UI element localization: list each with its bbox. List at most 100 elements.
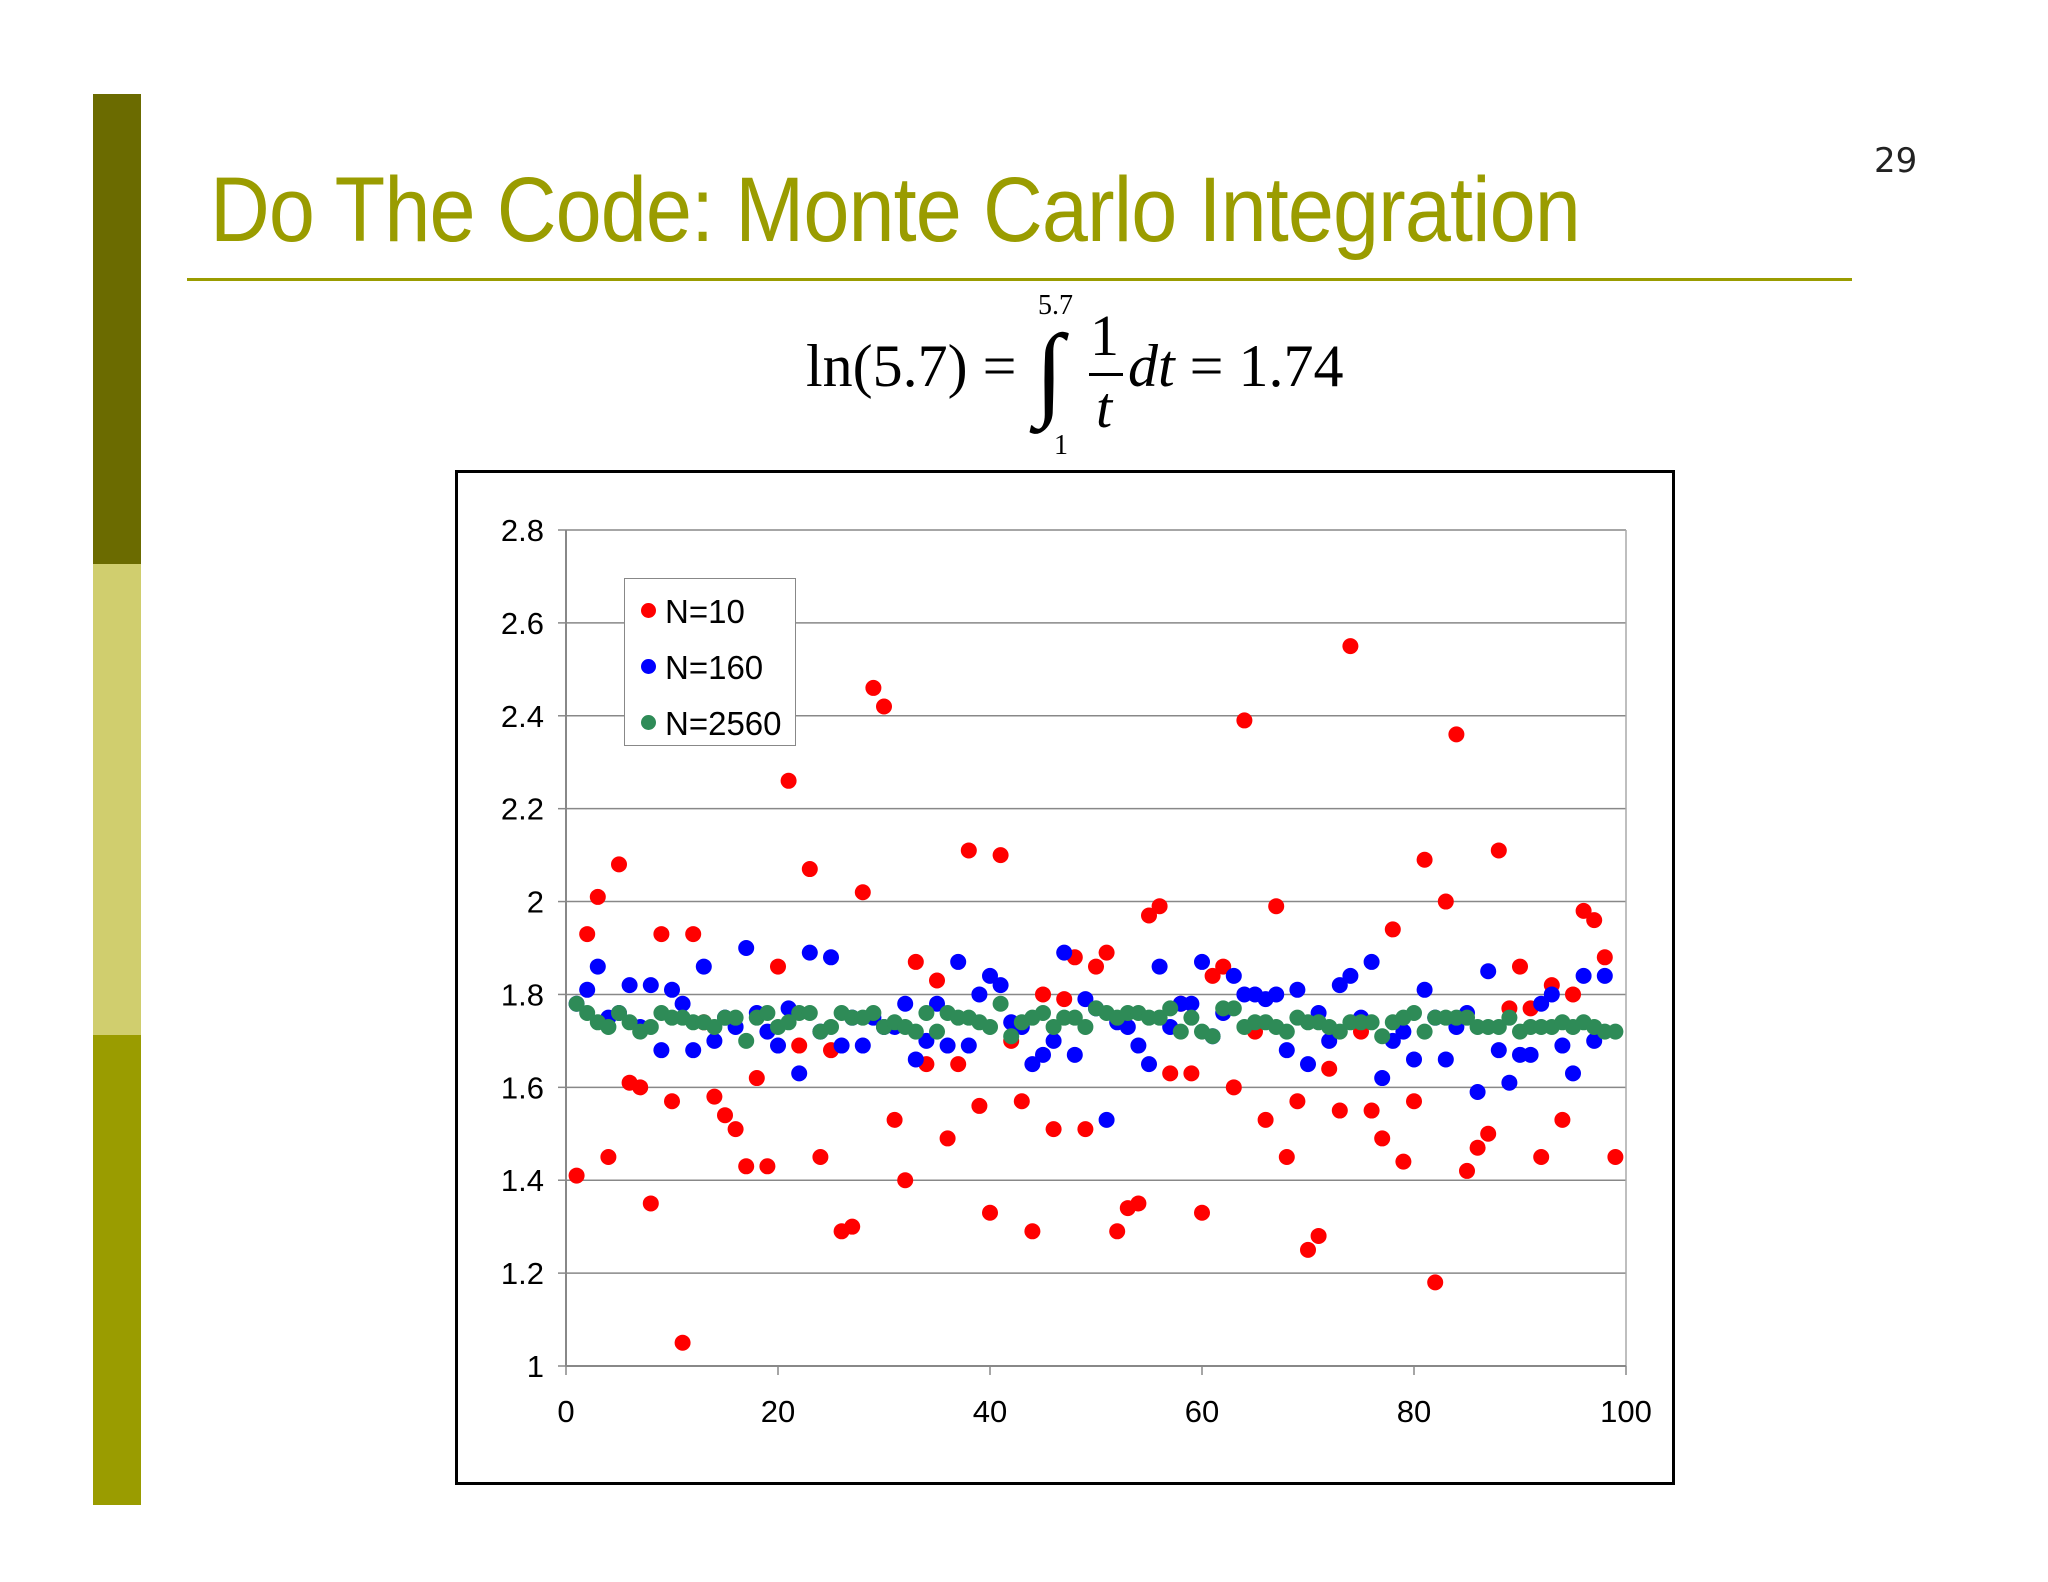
accent-bar-dark [93, 94, 141, 564]
point-n10 [748, 1070, 765, 1087]
point-n2560 [1183, 1009, 1200, 1026]
point-n160 [801, 944, 818, 961]
point-n10 [1151, 898, 1168, 915]
point-n10 [865, 679, 882, 696]
point-n2560 [992, 995, 1009, 1012]
point-n160 [653, 1042, 670, 1059]
point-n10 [1406, 1093, 1422, 1110]
point-n2560 [611, 1005, 627, 1022]
point-n10 [685, 926, 702, 943]
accent-bar-mid [93, 1035, 141, 1505]
point-n10 [1289, 1093, 1306, 1110]
point-n2560 [1045, 1018, 1062, 1035]
point-n2560 [1162, 1000, 1179, 1017]
legend-label-n160: N=160 [665, 649, 764, 686]
point-n10 [589, 888, 606, 905]
point-n160 [929, 995, 945, 1012]
title-rule [187, 278, 1852, 281]
point-n160 [1056, 944, 1073, 961]
point-n10 [1098, 944, 1115, 961]
point-n160 [1469, 1083, 1486, 1100]
point-n160 [621, 977, 638, 994]
x-tick-label: 100 [1600, 1394, 1652, 1429]
point-n10 [907, 953, 924, 970]
legend-label-n10: N=10 [665, 593, 745, 630]
formula-dt: dt [1128, 333, 1175, 399]
point-n10 [1194, 1204, 1210, 1221]
point-n10 [971, 1097, 988, 1114]
point-n10 [1363, 1102, 1380, 1119]
point-n160 [1575, 967, 1592, 984]
y-tick-label: 2 [527, 885, 544, 920]
point-n10 [929, 972, 945, 989]
point-n2560 [1035, 1005, 1051, 1022]
point-n160 [907, 1051, 924, 1068]
point-n10 [642, 1195, 659, 1212]
point-n160 [854, 1037, 871, 1054]
point-n160 [1565, 1065, 1581, 1082]
point-n160 [642, 977, 659, 994]
y-tick-label: 1.6 [501, 1070, 544, 1105]
point-n10 [1141, 907, 1157, 924]
point-n10 [1427, 1274, 1444, 1291]
point-n160 [950, 953, 967, 970]
point-n160 [685, 1042, 702, 1059]
point-n160 [1416, 981, 1433, 998]
point-n10 [1480, 1125, 1497, 1142]
point-n160 [1278, 1042, 1295, 1059]
y-tick-label: 1.2 [501, 1256, 544, 1291]
point-n2560 [1225, 1000, 1242, 1017]
point-n10 [1384, 921, 1401, 938]
point-n160 [1141, 1056, 1157, 1073]
point-n160 [1024, 1056, 1041, 1073]
point-n10 [1204, 967, 1221, 984]
point-n10 [1512, 958, 1528, 975]
point-n160 [1183, 995, 1200, 1012]
formula-result: = 1.74 [1189, 333, 1344, 399]
point-n2560 [801, 1005, 818, 1022]
point-n2560 [1607, 1023, 1624, 1040]
x-tick-label: 80 [1397, 1394, 1431, 1429]
point-n160 [1066, 1046, 1083, 1063]
point-n2560 [1077, 1018, 1094, 1035]
point-n10 [1607, 1149, 1624, 1165]
point-n10 [780, 772, 797, 789]
point-n160 [897, 995, 914, 1012]
point-n160 [1395, 1023, 1412, 1040]
point-n10 [1586, 912, 1603, 929]
point-n160 [1554, 1037, 1571, 1054]
point-n2560 [621, 1014, 638, 1031]
point-n10 [1459, 1162, 1475, 1179]
y-tick-label: 1.4 [501, 1163, 544, 1198]
x-tick-label: 20 [761, 1394, 795, 1429]
point-n2560 [1003, 1028, 1020, 1045]
point-n160 [1586, 1032, 1603, 1049]
point-n2560 [1406, 1005, 1422, 1022]
point-n10 [1215, 958, 1232, 975]
formula-lower-limit: 1 [1054, 430, 1068, 461]
point-n10 [1225, 1079, 1242, 1096]
point-n10 [653, 926, 670, 943]
legend-marker-n160 [641, 659, 656, 674]
point-n10 [992, 847, 1009, 864]
point-n10 [1565, 986, 1581, 1003]
point-n160 [1194, 953, 1210, 970]
point-n2560 [642, 1018, 659, 1035]
point-n10 [1437, 893, 1454, 910]
point-n2560 [780, 1014, 797, 1031]
point-n10 [1088, 958, 1104, 975]
point-n2560 [1490, 1018, 1507, 1035]
point-n10 [738, 1158, 755, 1175]
point-n2560 [1066, 1009, 1083, 1026]
point-n10 [1077, 1121, 1094, 1138]
point-n2560 [1501, 1009, 1518, 1026]
point-n10 [1533, 1149, 1550, 1165]
point-n10 [1268, 898, 1285, 915]
integral-sign: ∫ [1035, 314, 1064, 429]
legend-item-n2560: N=2560 [635, 701, 795, 742]
formula-lhs: ln(5.7) = [806, 333, 1017, 399]
point-n10 [812, 1149, 829, 1165]
point-n10 [579, 926, 596, 943]
point-n10 [611, 856, 627, 873]
point-n2560 [982, 1018, 998, 1035]
